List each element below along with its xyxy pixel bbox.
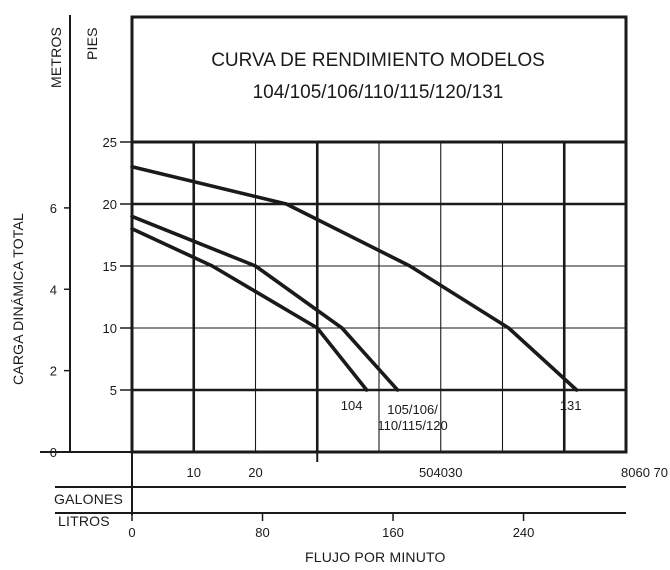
chart-grid: [132, 142, 626, 452]
curve-131: [130, 165, 579, 392]
feet-tick-label: 5: [110, 383, 117, 398]
liters-label: LITROS: [58, 513, 110, 529]
series-label: 131: [560, 398, 582, 413]
liter-tick-label: 240: [513, 525, 535, 540]
feet-tick-label: 20: [103, 197, 117, 212]
gallon-tick-label: 10: [187, 465, 201, 480]
gallon-tick-label: 504030: [419, 465, 462, 480]
gallon-tick-label: 8060 70: [621, 465, 668, 480]
feet-unit-label: PIES: [84, 27, 100, 60]
liter-tick-label: 0: [128, 525, 135, 540]
liter-tick-label: 160: [382, 525, 404, 540]
gallons-label: GALONES: [54, 491, 124, 507]
performance-curves: [130, 165, 579, 392]
feet-tick-label: 15: [103, 259, 117, 274]
meter-tick-label: 2: [50, 364, 57, 379]
liter-tick-label: 80: [255, 525, 269, 540]
feet-tick-label: 25: [103, 135, 117, 150]
gallon-tick-label: 20: [248, 465, 262, 480]
series-label: 104: [341, 398, 363, 413]
x-axis-title: FLUJO POR MINUTO: [305, 549, 446, 565]
meter-tick-label: 4: [50, 282, 57, 297]
curve-104: [130, 227, 369, 392]
curve-105-106: [130, 214, 400, 392]
chart-title-line-1: CURVA DE RENDIMIENTO MODELOS: [211, 50, 545, 71]
axis-ticks: [64, 141, 525, 521]
meters-unit-label: METROS: [48, 26, 64, 88]
meter-tick-label: 0: [50, 445, 57, 460]
series-label: 105/106/: [387, 402, 438, 417]
series-label: 110/115/120: [377, 418, 447, 433]
y-axis-title: CARGA DINÁMICA TOTAL: [10, 212, 26, 385]
feet-tick-label: 10: [103, 321, 117, 336]
chart-title-line-2: 104/105/106/110/115/120/131: [253, 82, 504, 103]
meter-tick-label: 6: [50, 201, 57, 216]
